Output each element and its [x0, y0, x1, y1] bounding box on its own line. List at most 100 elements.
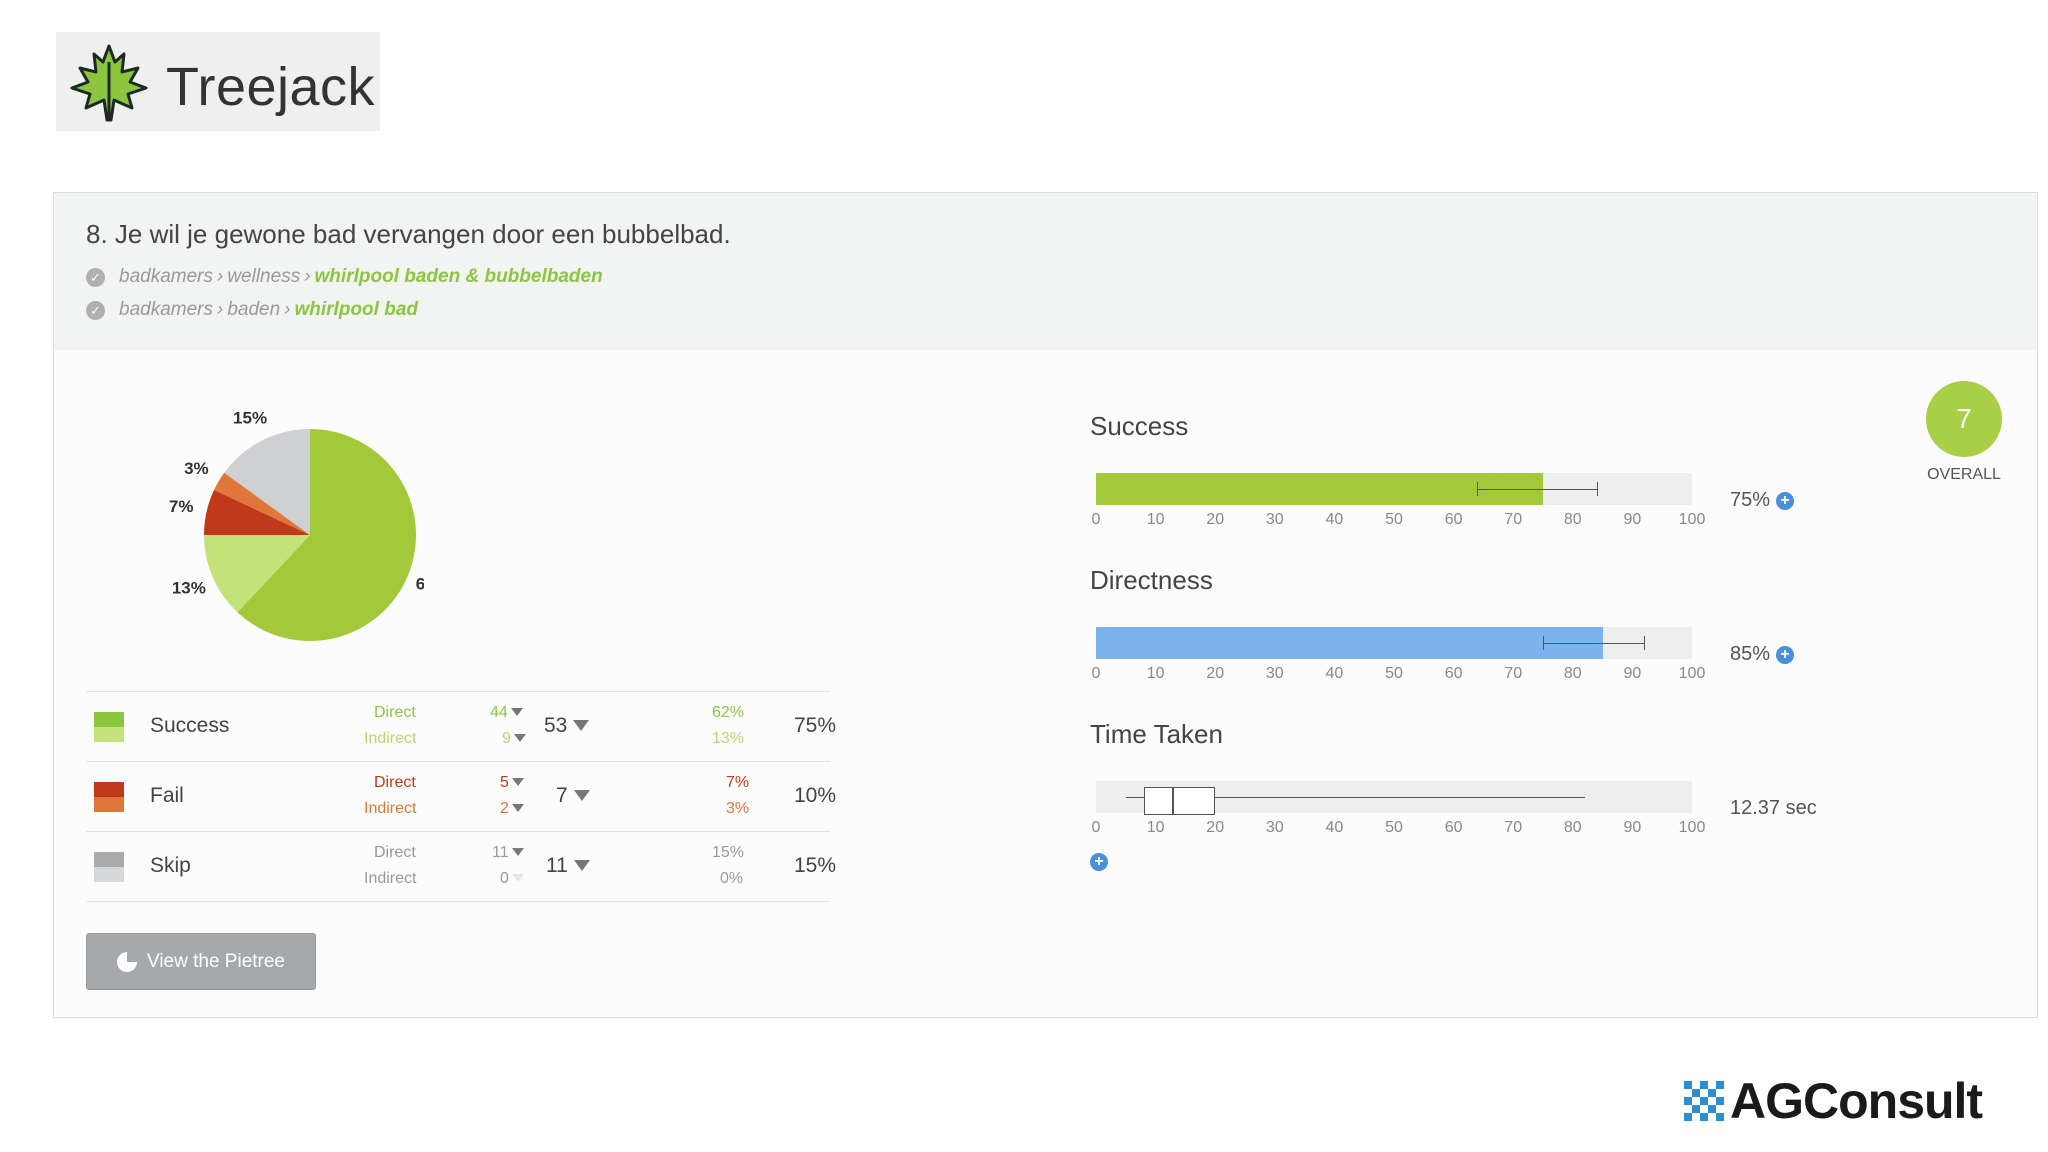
- direct-label: Direct: [374, 844, 416, 861]
- correct-path: ✓ badkamers › wellness › whirlpool baden…: [86, 266, 603, 288]
- pie-label: 62%: [416, 575, 424, 594]
- axis-tick-label: 30: [1265, 819, 1284, 836]
- direct-label: Direct: [374, 704, 416, 721]
- directness-error-cap: [1644, 636, 1646, 650]
- overall-score: 7: [1926, 381, 2002, 457]
- axis-tick-label: 70: [1504, 511, 1523, 528]
- axis-tick-label: 40: [1325, 511, 1344, 528]
- view-pietree-label: View the Pietree: [146, 950, 285, 972]
- total-count-filter[interactable]: 11: [546, 854, 590, 878]
- checker-icon: [1684, 1081, 1724, 1121]
- axis-tick-label: 50: [1385, 511, 1403, 528]
- total-count: 53: [544, 714, 568, 737]
- task-header: 8. Je wil je gewone bad vervangen door e…: [54, 193, 2037, 350]
- indirect-count-filter[interactable]: 9: [502, 730, 526, 748]
- axis-tick-label: 40: [1325, 819, 1344, 836]
- indirect-label: Indirect: [364, 800, 417, 817]
- direct-count: 44: [490, 704, 508, 721]
- result-name: Fail: [150, 784, 184, 807]
- axis-tick-label: 70: [1504, 665, 1523, 682]
- axis-tick-label: 80: [1563, 819, 1582, 836]
- axis-tick-label: 10: [1146, 819, 1165, 836]
- axis-tick-label: 100: [1678, 511, 1706, 528]
- result-pct: 15%: [794, 854, 837, 877]
- indirect-count-filter[interactable]: 0: [500, 870, 524, 888]
- indirect-label: Indirect: [364, 870, 417, 887]
- results-row-skip: Skip Direct Indirect 11 0 11 15% 0% 15%: [86, 831, 836, 902]
- correct-path: ✓ badkamers › baden › whirlpool bad: [86, 299, 418, 321]
- indirect-count: 9: [502, 730, 511, 747]
- time-whisker: [1125, 797, 1585, 798]
- agconsult-logo: AGConsult: [1684, 1072, 1983, 1130]
- treejack-logo: Treejack: [56, 32, 380, 131]
- result-name: Success: [150, 714, 230, 737]
- result-name: Skip: [150, 854, 191, 877]
- breadcrumb-separator: ›: [284, 299, 291, 320]
- result-pct: 10%: [794, 784, 837, 807]
- axis-tick-label: 10: [1146, 511, 1165, 528]
- breadcrumb-separator: ›: [217, 299, 224, 320]
- indirect-count: 2: [500, 800, 509, 817]
- axis-tick-label: 30: [1265, 511, 1284, 528]
- total-count: 11: [546, 854, 568, 877]
- overall-label: OVERALL: [1927, 466, 2001, 483]
- indirect-count-filter[interactable]: 2: [500, 800, 524, 818]
- view-pietree-button[interactable]: View the Pietree: [86, 933, 316, 990]
- filter-icon: [513, 734, 526, 742]
- color-swatch: [94, 782, 124, 812]
- direct-pct: 7%: [726, 774, 750, 791]
- direct-count-filter[interactable]: 11: [492, 844, 524, 862]
- task-results-card: 8. Je wil je gewone bad vervangen door e…: [53, 192, 2038, 1018]
- time-box-lower: [1143, 787, 1174, 815]
- plus-icon[interactable]: +: [1090, 853, 1108, 871]
- axis-tick-label: 100: [1678, 819, 1706, 836]
- pie-slice: [204, 489, 310, 535]
- plus-icon[interactable]: +: [1776, 645, 1795, 664]
- filter-icon: [511, 874, 524, 882]
- axis-tick-label: 80: [1563, 511, 1582, 528]
- axis-tick-label: 0: [1091, 819, 1101, 836]
- axis-tick-label: 0: [1091, 665, 1101, 682]
- results-table: Success Direct Indirect 44 9 53 62% 13% …: [86, 691, 836, 902]
- success-bar: [1096, 473, 1692, 505]
- total-count-filter[interactable]: 7: [556, 784, 590, 808]
- pie-slice: [237, 429, 416, 641]
- total-count-filter[interactable]: 53: [544, 714, 590, 738]
- directness-bar: [1096, 627, 1692, 659]
- direct-count-filter[interactable]: 5: [500, 774, 524, 792]
- axis-tick-label: 60: [1444, 665, 1463, 682]
- color-swatch: [94, 852, 124, 882]
- maple-leaf-icon: [70, 44, 148, 122]
- axis-tick-label: 20: [1206, 665, 1225, 682]
- direct-count-filter[interactable]: 44: [490, 704, 523, 722]
- breadcrumb-separator: ›: [217, 266, 224, 287]
- axis-tick-label: 70: [1504, 819, 1523, 836]
- axis-tick-label: 90: [1623, 819, 1642, 836]
- total-count: 7: [556, 784, 568, 807]
- directness-title: Directness: [1090, 565, 1213, 595]
- indirect-pct: 3%: [726, 800, 750, 817]
- axis-tick-label: 50: [1385, 665, 1403, 682]
- axis-tick-label: 20: [1206, 511, 1225, 528]
- pie-label: 15%: [233, 408, 267, 427]
- pie-slice: [224, 429, 310, 535]
- check-icon: ✓: [86, 300, 105, 320]
- path-crumb: badkamers: [119, 299, 213, 320]
- indirect-pct: 13%: [712, 730, 745, 747]
- directness-pct: 85%: [1730, 643, 1771, 665]
- time-box-upper: [1173, 787, 1216, 815]
- time-taken-value: 12.37 sec: [1730, 797, 1817, 819]
- directness-value: 85% +: [1730, 643, 1795, 666]
- direct-label: Direct: [374, 774, 416, 791]
- axis-tick-label: 40: [1325, 665, 1344, 682]
- direct-pct: 62%: [712, 704, 745, 721]
- results-pie-chart: 62% 13% 7% 3% 15%: [169, 408, 424, 641]
- axis-tick-label: 0: [1091, 511, 1101, 528]
- pie-chart-icon: [116, 951, 137, 972]
- direct-count: 5: [500, 774, 509, 791]
- success-axis: 0 10 20 30 40 50 60 70 80 90 100: [1090, 511, 1710, 531]
- axis-tick-label: 50: [1385, 819, 1403, 836]
- path-crumb: baden: [227, 299, 281, 320]
- success-error-cap: [1477, 482, 1479, 496]
- plus-icon[interactable]: +: [1776, 491, 1795, 510]
